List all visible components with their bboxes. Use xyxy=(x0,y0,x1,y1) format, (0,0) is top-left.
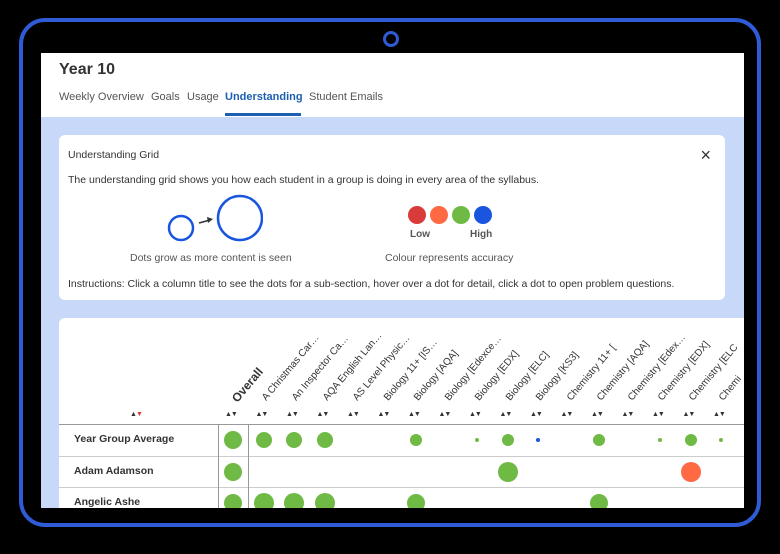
grid-row-divider xyxy=(59,487,744,488)
understanding-dot[interactable] xyxy=(680,462,701,482)
accuracy-low-label: Low xyxy=(410,229,430,240)
understanding-dot[interactable] xyxy=(719,438,723,442)
colour-caption: Colour represents accuracy xyxy=(385,252,514,264)
column-sort-control[interactable]: ▲▼ xyxy=(377,411,391,418)
accuracy-color-legend xyxy=(408,206,492,224)
tab-understanding[interactable]: Understanding xyxy=(225,91,303,103)
column-sort-control[interactable]: ▲▼ xyxy=(499,411,513,418)
tab-weekly-overview[interactable]: Weekly Overview xyxy=(59,91,144,103)
column-sort-control[interactable]: ▲▼ xyxy=(591,411,604,418)
info-card-title: Understanding Grid xyxy=(68,149,160,161)
camera-icon xyxy=(383,31,399,47)
column-sort-control[interactable]: ▲▼ xyxy=(469,411,482,418)
understanding-grid: ▲▼ Overall ▲▼ A Christmas Car… ▲▼ An Inspect… xyxy=(59,318,744,508)
understanding-dot[interactable] xyxy=(224,463,242,481)
accuracy-high-label: High xyxy=(470,229,493,240)
dot-size-illustration xyxy=(167,194,263,242)
column-sort-control[interactable]: ▲▼ xyxy=(255,411,269,418)
understanding-dot[interactable] xyxy=(410,434,422,446)
column-sort-control[interactable]: ▲▼ xyxy=(438,411,452,418)
understanding-dot[interactable] xyxy=(224,431,242,449)
tab-student-emails[interactable]: Student Emails xyxy=(309,91,383,103)
understanding-dot[interactable] xyxy=(501,434,514,446)
column-header[interactable]: Biology 11+ [IS… xyxy=(381,337,440,404)
column-header[interactable]: Biology [Edexce… xyxy=(442,333,504,404)
understanding-dot[interactable] xyxy=(684,434,697,446)
understanding-dot[interactable] xyxy=(253,493,274,508)
understanding-dot[interactable] xyxy=(286,432,302,448)
accuracy-dot xyxy=(474,206,492,224)
column-header-overall[interactable]: Overall xyxy=(229,364,266,405)
column-header[interactable]: Chemi xyxy=(717,373,744,404)
column-header[interactable]: AS Level Physic… xyxy=(351,332,413,404)
grid-column-divider xyxy=(248,424,249,508)
column-sort-control[interactable]: ▲▼ xyxy=(682,411,696,418)
size-caption: Dots grow as more content is seen xyxy=(130,252,292,264)
accuracy-dot xyxy=(452,206,470,224)
active-tab-indicator xyxy=(225,113,301,116)
column-sort-control[interactable]: ▲▼ xyxy=(713,411,726,418)
understanding-dot[interactable] xyxy=(255,432,272,448)
instructions-text: Instructions: Click a column title to se… xyxy=(68,278,675,290)
understanding-dot[interactable] xyxy=(224,494,242,508)
understanding-dot[interactable] xyxy=(658,438,662,442)
student-row-label[interactable]: Angelic Ashe xyxy=(74,496,141,508)
student-row-label[interactable]: Adam Adamson xyxy=(74,465,154,477)
column-sort-control[interactable]: ▲▼ xyxy=(652,411,665,418)
understanding-dot[interactable] xyxy=(284,493,304,508)
grid-column-divider xyxy=(218,424,219,508)
understanding-dot[interactable] xyxy=(536,438,540,442)
column-sort-control[interactable]: ▲▼ xyxy=(316,411,330,418)
understanding-dot[interactable] xyxy=(590,494,608,508)
column-sort-control[interactable]: ▲▼ xyxy=(286,411,299,418)
understanding-dot[interactable] xyxy=(316,432,333,448)
tab-goals[interactable]: Goals xyxy=(151,91,180,103)
understanding-dot[interactable] xyxy=(475,438,479,442)
info-card-description: The understanding grid shows you how eac… xyxy=(68,174,540,186)
sort-up-icon: ▲ xyxy=(130,411,137,418)
understanding-dot[interactable] xyxy=(497,462,518,482)
column-sort-control[interactable]: ▲▼ xyxy=(530,411,543,418)
column-sort-control[interactable]: ▲▼ xyxy=(225,411,238,418)
page-header: Year 10 Weekly Overview Goals Usage Unde… xyxy=(41,53,744,117)
tab-usage[interactable]: Usage xyxy=(187,91,219,103)
column-sort-control[interactable]: ▲▼ xyxy=(347,411,360,418)
column-sort-control[interactable]: ▲▼ xyxy=(621,411,635,418)
sort-down-icon: ▼ xyxy=(135,411,143,418)
page-title: Year 10 xyxy=(59,61,116,78)
understanding-info-card: Understanding Grid × The understanding g… xyxy=(59,135,725,300)
column-sort-control[interactable]: ▲▼ xyxy=(560,411,574,418)
row-sort-control[interactable]: ▲▼ xyxy=(130,411,143,418)
grid-header-divider xyxy=(59,424,744,425)
column-header[interactable]: An Inspector Ca… xyxy=(290,333,351,404)
accuracy-dot xyxy=(408,206,426,224)
close-icon[interactable]: × xyxy=(700,145,711,165)
column-sort-control[interactable]: ▲▼ xyxy=(408,411,421,418)
understanding-dot[interactable] xyxy=(314,493,335,508)
app-screen: Year 10 Weekly Overview Goals Usage Unde… xyxy=(41,53,744,508)
student-row-label[interactable]: Year Group Average xyxy=(74,433,175,445)
understanding-dot[interactable] xyxy=(407,494,425,508)
grid-row-divider xyxy=(59,456,744,457)
accuracy-dot xyxy=(430,206,448,224)
understanding-dot[interactable] xyxy=(593,434,605,446)
